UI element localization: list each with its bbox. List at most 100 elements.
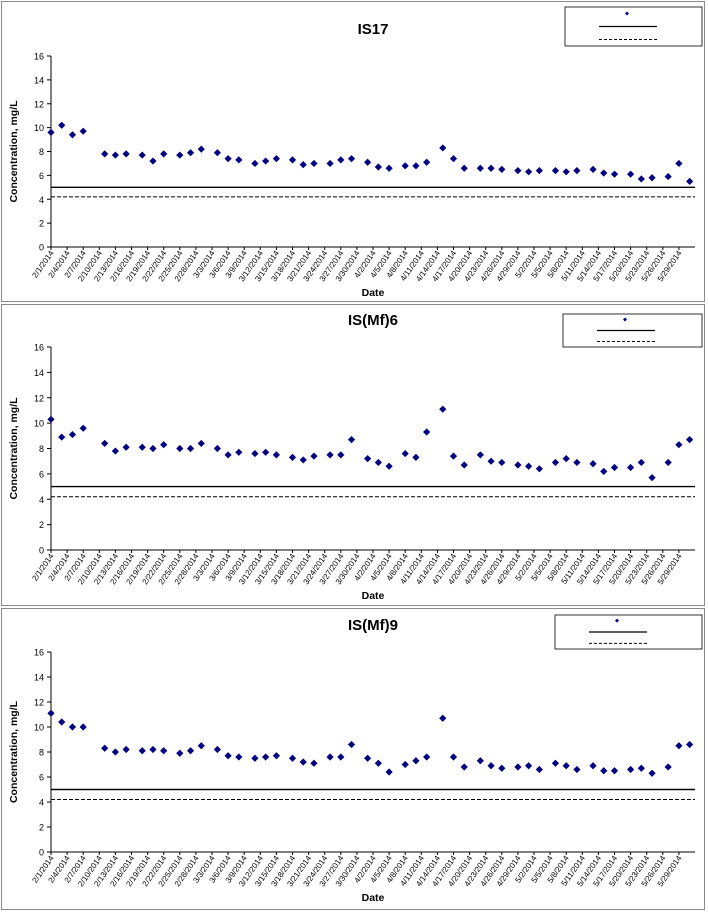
chart-2-legend-marker — [615, 618, 619, 623]
chart-0-point-0-12 — [197, 145, 205, 153]
chart-2-point-0-47 — [637, 764, 645, 772]
chart-0-y-tick-label-2: 4 — [39, 195, 44, 205]
chart-0-point-0-26 — [374, 163, 382, 171]
chart-2-point-0-22 — [326, 753, 334, 761]
chart-2-point-0-48 — [648, 769, 656, 777]
chart-0-point-0-36 — [498, 165, 506, 174]
chart-0-y-tick-label-7: 14 — [34, 75, 44, 85]
chart-0-point-0-24 — [347, 155, 356, 163]
chart-0-point-0-42 — [573, 167, 581, 175]
chart-1-point-0-29 — [412, 453, 420, 461]
chart-0-point-0-15 — [235, 156, 243, 164]
chart-2-point-0-34 — [476, 757, 484, 765]
chart-0-y-axis-label: Concentration, mg/L — [8, 100, 20, 203]
chart-1-point-0-13 — [213, 444, 221, 453]
chart-2-point-0-35 — [487, 762, 495, 770]
chart-2-point-0-50 — [675, 742, 683, 750]
chart-1-point-0-33 — [460, 461, 468, 469]
chart-2-y-tick-label-7: 14 — [34, 673, 44, 683]
chart-1-point-0-8 — [149, 444, 157, 453]
chart-0-point-0-10 — [176, 151, 184, 159]
chart-1-point-0-36 — [498, 458, 506, 467]
chart-2-point-0-27 — [385, 768, 393, 776]
chart-0-point-0-47 — [637, 175, 645, 183]
chart-1-point-0-37 — [514, 461, 522, 469]
chart-2-y-tick-label-1: 2 — [39, 823, 44, 833]
chart-2-point-0-37 — [514, 763, 522, 771]
chart-0-point-0-17 — [262, 157, 270, 165]
chart-0-point-0-35 — [487, 164, 495, 172]
chart-2-point-0-1 — [58, 718, 66, 726]
chart-2-point-0-19 — [288, 754, 297, 762]
chart-1-point-0-15 — [235, 448, 243, 456]
chart-0-point-0-13 — [213, 149, 221, 157]
chart-1-point-0-7 — [138, 443, 146, 451]
chart-0-point-0-20 — [299, 161, 307, 169]
chart-1-point-0-28 — [401, 449, 409, 458]
chart-2-point-0-10 — [176, 749, 184, 757]
chart-0-point-0-5 — [111, 151, 119, 159]
chart-0-point-0-38 — [525, 168, 533, 176]
chart-0-point-0-37 — [514, 167, 522, 175]
chart-0-point-0-4 — [101, 150, 109, 158]
chart-2-point-0-12 — [197, 742, 205, 750]
chart-1-point-0-2 — [68, 430, 77, 439]
chart-1-y-tick-label-5: 10 — [34, 419, 44, 429]
chart-0-point-0-14 — [224, 155, 232, 163]
chart-1-point-0-30 — [423, 428, 431, 436]
chart-1-point-0-46 — [627, 463, 635, 472]
chart-0-point-0-29 — [412, 162, 420, 170]
chart-0-point-0-31 — [439, 144, 447, 152]
chart-1-y-tick-label-7: 14 — [34, 368, 44, 378]
chart-2-title: IS(Mf)9 — [348, 617, 398, 634]
chart-2-point-0-13 — [213, 745, 221, 754]
chart-2-point-0-6 — [122, 745, 130, 754]
chart-2-y-tick-label-0: 0 — [39, 848, 44, 858]
chart-1-point-0-26 — [374, 458, 382, 467]
chart-2-y-tick-label-4: 8 — [39, 748, 44, 758]
chart-panel-ismf9: IS(Mf)9 0 2 4 6 8 10 12 14 16 Concentration, mg/L 2… — [1, 608, 705, 910]
chart-1-point-0-24 — [347, 436, 356, 444]
chart-2-point-0-16 — [251, 754, 259, 762]
chart-1-point-0-18 — [272, 451, 280, 459]
chart-1-point-0-25 — [364, 455, 372, 463]
chart-1-point-0-22 — [326, 451, 334, 459]
chart-0-point-0-34 — [476, 164, 484, 172]
chart-2-point-0-25 — [364, 754, 372, 762]
chart-0-point-0-43 — [589, 165, 597, 174]
chart-0-point-0-22 — [326, 159, 334, 168]
chart-1-point-0-17 — [262, 448, 270, 456]
chart-2-point-0-18 — [272, 752, 280, 760]
chart-0-point-0-18 — [272, 155, 280, 163]
chart-2-point-0-23 — [337, 753, 345, 761]
chart-0-point-0-3 — [79, 127, 87, 135]
chart-1-point-0-31 — [439, 405, 447, 413]
chart-1-point-0-50 — [675, 441, 683, 449]
chart-1-point-0-34 — [476, 451, 484, 459]
chart-2-point-0-24 — [347, 740, 356, 749]
chart-2-point-0-17 — [262, 753, 270, 761]
chart-0-point-0-19 — [288, 156, 297, 164]
chart-1-point-0-48 — [648, 474, 656, 482]
chart-2-point-0-40 — [551, 759, 560, 767]
chart-1-y-tick-label-4: 8 — [39, 444, 44, 454]
chart-0-point-0-21 — [310, 159, 318, 168]
chart-1-point-0-1 — [58, 433, 66, 441]
chart-2-point-0-9 — [160, 747, 168, 755]
chart-1-point-0-45 — [610, 463, 619, 472]
chart-1-point-0-19 — [288, 453, 297, 461]
chart-1-point-0-6 — [122, 443, 130, 451]
chart-2-point-0-2 — [68, 723, 77, 731]
chart-1-y-tick-label-8: 16 — [34, 343, 44, 353]
chart-1-point-0-0 — [47, 415, 55, 423]
chart-2-point-0-36 — [498, 764, 506, 772]
chart-1-point-0-35 — [487, 457, 495, 465]
chart-1-y-axis-label: Concentration, mg/L — [8, 397, 20, 500]
chart-2-point-0-21 — [310, 759, 318, 767]
chart-2-point-0-39 — [535, 765, 543, 774]
chart-1-y-tick-label-1: 2 — [39, 520, 44, 530]
chart-2-y-axis-label: Concentration, mg/L — [8, 700, 20, 803]
chart-2-point-0-0 — [47, 709, 55, 717]
chart-0-title: IS17 — [358, 21, 389, 38]
